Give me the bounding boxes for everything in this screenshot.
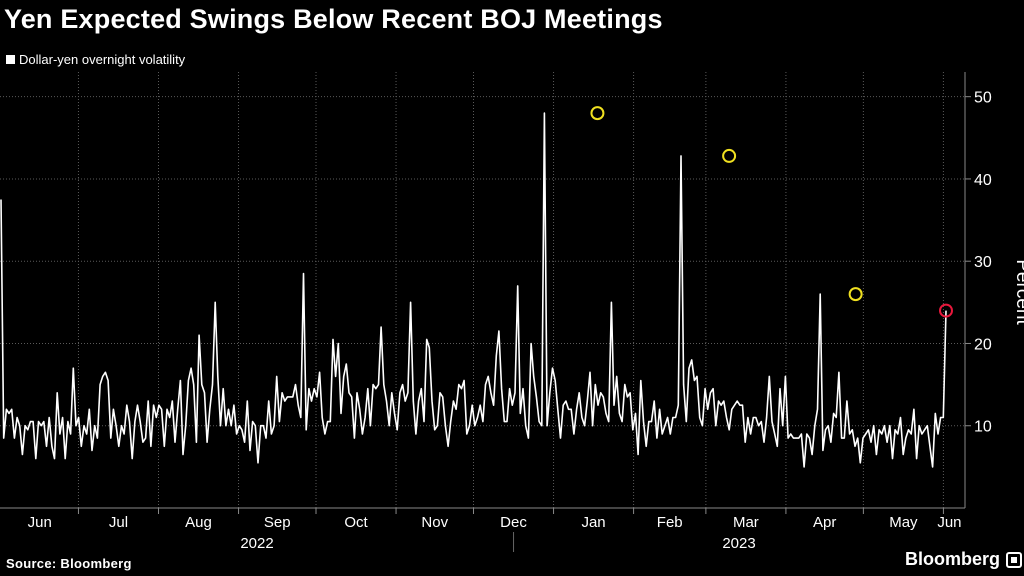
x-tick-label: Mar [733, 514, 759, 531]
year-label-2022: 2022 [240, 535, 273, 552]
y-tick-label: 10 [974, 419, 992, 436]
y-axis-title: Percent [1012, 259, 1024, 325]
x-tick-label: Oct [344, 514, 368, 531]
x-tick-label: Nov [421, 514, 448, 531]
source-note: Source: Bloomberg [6, 556, 132, 571]
legend: Dollar-yen overnight volatility [6, 52, 185, 67]
bloomberg-mark-icon [1006, 551, 1023, 568]
highlight-marker [848, 287, 863, 302]
x-tick-label: Sep [264, 514, 291, 531]
x-tick-label: Aug [185, 514, 212, 531]
highlight-marker [722, 148, 737, 163]
x-tick-label: Dec [500, 514, 527, 531]
y-tick-label: 20 [974, 336, 992, 353]
chart-title: Yen Expected Swings Below Recent BOJ Mee… [4, 4, 663, 34]
brand-label: Bloomberg [905, 549, 1001, 569]
x-tick-label: Jun [937, 514, 961, 531]
legend-swatch [6, 55, 15, 64]
y-tick-label: 30 [974, 254, 992, 271]
x-tick-label: Jan [581, 514, 605, 531]
highlight-marker [939, 303, 953, 318]
highlight-marker [590, 106, 605, 121]
x-tick-label: Jul [109, 514, 128, 531]
y-tick-label: 50 [974, 90, 992, 107]
legend-label: Dollar-yen overnight volatility [19, 52, 186, 67]
bloomberg-logo: Bloomberg [905, 549, 1023, 570]
x-tick-label: Jun [28, 514, 52, 531]
x-tick-label: Apr [813, 514, 836, 531]
series-line [0, 112, 947, 468]
x-tick-label: Feb [657, 514, 683, 531]
x-tick-label: May [889, 514, 918, 531]
year-label-2023: 2023 [722, 535, 755, 552]
y-tick-label: 40 [974, 172, 992, 189]
